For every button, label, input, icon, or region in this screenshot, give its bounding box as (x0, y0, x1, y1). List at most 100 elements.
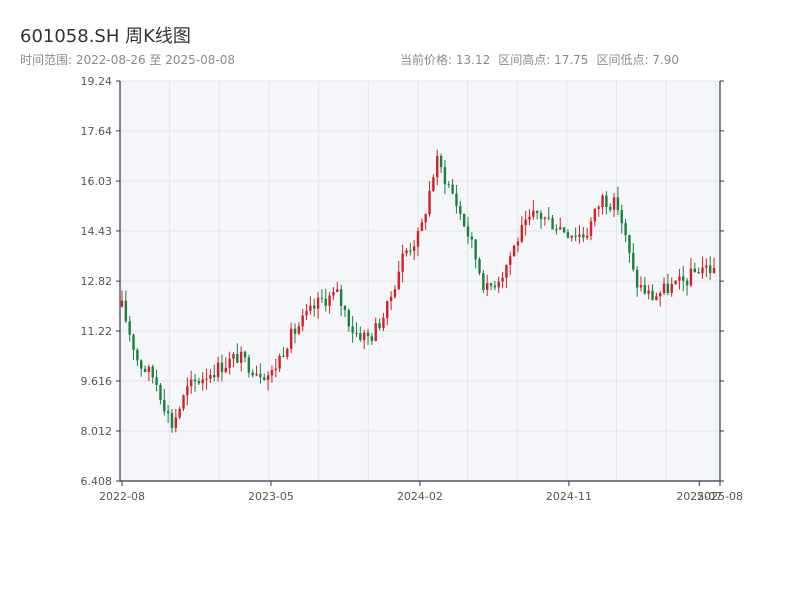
candle-body (658, 292, 662, 297)
candle-body (574, 235, 577, 237)
candle-body (582, 234, 585, 238)
candle-body (401, 253, 404, 272)
candle-body (643, 285, 647, 294)
candle-body (616, 197, 620, 211)
candle-body (689, 268, 693, 286)
candle-body (366, 332, 370, 337)
candle-body (601, 195, 604, 208)
candle-body (639, 285, 643, 288)
candle-body (486, 283, 489, 290)
candle-body (155, 377, 158, 385)
candle-body (589, 221, 593, 236)
candle-body (228, 358, 231, 368)
candle-body (505, 264, 508, 278)
candle-body (543, 217, 547, 219)
candle-body (124, 300, 128, 322)
candle-body (324, 298, 327, 306)
y-tick-label: 9.616 (81, 375, 113, 388)
candle-body (678, 276, 681, 281)
candle-body (374, 323, 377, 341)
candle-body (578, 234, 581, 237)
candle-body (339, 289, 343, 306)
candle-body (509, 256, 512, 265)
candle-body (708, 265, 712, 274)
x-tick-label: 2024-11 (546, 490, 592, 503)
candle-body (370, 336, 374, 341)
chart-title: 601058.SH 周K线图 (20, 26, 191, 47)
candle-body (355, 332, 358, 334)
candle-body (443, 167, 447, 185)
candle-body (570, 235, 573, 238)
candle-body (151, 366, 154, 378)
candle-body (693, 268, 696, 273)
y-tick-label: 12.82 (81, 275, 113, 288)
candle-body (470, 236, 474, 240)
candle-body (439, 155, 443, 168)
candle-body (516, 241, 520, 246)
candle-body (555, 229, 558, 231)
x-tick-label: 2023-05 (248, 490, 294, 503)
candle-body (386, 300, 389, 318)
candle-body (436, 155, 439, 178)
candle-body (624, 223, 627, 236)
candle-body (409, 250, 412, 252)
candle-body (393, 289, 397, 297)
candle-body (662, 283, 666, 293)
candle-body (174, 417, 178, 428)
candle-body (186, 386, 189, 396)
candle-body (289, 328, 293, 349)
candle-body (428, 190, 431, 215)
y-tick-label: 8.012 (81, 425, 113, 438)
candle-body (286, 348, 289, 357)
candle-body (243, 351, 247, 358)
candle-body (482, 273, 485, 290)
candle-body (559, 227, 562, 230)
candle-body (382, 317, 385, 329)
candle-body (189, 379, 193, 387)
y-tick-label: 6.408 (81, 475, 113, 488)
candle-body (163, 399, 166, 412)
candle-body (263, 377, 266, 380)
x-tick-label: 2025-07 (676, 490, 722, 503)
candle-body (628, 235, 631, 253)
candle-body (197, 381, 201, 384)
y-tick-label: 19.24 (81, 75, 113, 88)
candle-body (585, 235, 589, 238)
candle-body (359, 333, 362, 340)
candle-body (282, 355, 285, 357)
candle-body (520, 225, 524, 242)
candle-body (259, 373, 262, 378)
range-low-label: 区间低点: 7.90 (596, 53, 680, 67)
candle-body (343, 305, 347, 311)
candle-body (635, 269, 639, 288)
candle-body (336, 289, 339, 293)
candle-body (697, 272, 700, 274)
candle-body (524, 219, 527, 226)
candle-body (478, 259, 481, 274)
candle-body (682, 276, 685, 281)
candle-body (320, 297, 324, 299)
candle-body (539, 212, 543, 219)
range-high-label: 区间高点: 17.75 (498, 53, 589, 67)
y-tick-label: 17.64 (81, 125, 113, 138)
candle-body (528, 216, 531, 220)
candle-body (182, 395, 185, 409)
candle-body (255, 373, 258, 376)
candle-body (266, 375, 270, 380)
candle-body (459, 205, 462, 214)
candle-body (293, 328, 297, 334)
candle-body (347, 310, 351, 327)
candle-body (532, 210, 535, 217)
y-tick-label: 14.43 (81, 225, 113, 238)
candle-body (405, 250, 408, 254)
candle-body (170, 413, 174, 428)
candle-body (412, 246, 416, 251)
candle-body (201, 379, 204, 384)
candle-body (462, 213, 466, 227)
current-price-label: 当前价格: 13.12 (400, 53, 491, 67)
x-tick-label: 2024-02 (397, 490, 443, 503)
candle-body (332, 292, 335, 296)
candle-body (670, 283, 673, 293)
candle-body (220, 362, 224, 373)
candle-body (432, 177, 435, 191)
